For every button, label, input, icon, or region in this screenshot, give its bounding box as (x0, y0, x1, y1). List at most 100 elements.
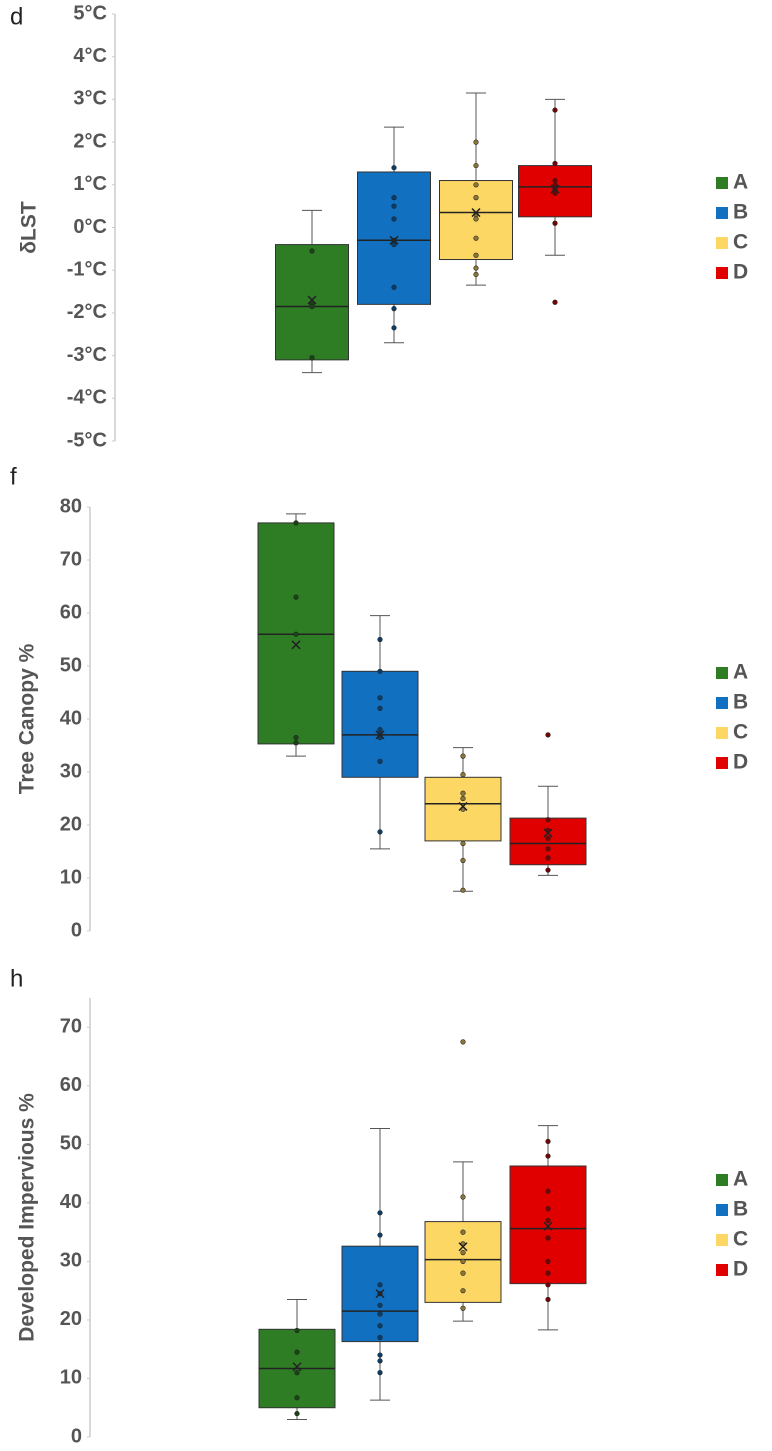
data-point (377, 695, 383, 701)
y-tick-label: 20 (60, 1308, 82, 1330)
legend-swatch (716, 267, 728, 279)
data-point (460, 1039, 466, 1045)
legend-label: D (733, 1258, 748, 1281)
y-tick-label: -3°C (67, 344, 107, 366)
data-point (391, 195, 397, 201)
legend-swatch (716, 177, 728, 189)
legend-label: C (733, 1228, 748, 1251)
legend-swatch (716, 727, 728, 739)
data-point (377, 1323, 383, 1329)
data-point (545, 732, 551, 738)
data-point (377, 726, 383, 733)
legend-label: A (733, 661, 748, 684)
data-point (473, 182, 479, 188)
data-point (552, 160, 558, 167)
legend-label: C (733, 231, 748, 254)
mean-marker (375, 730, 385, 740)
legend-swatch (716, 667, 728, 679)
mean-marker (471, 208, 481, 218)
data-point (460, 753, 466, 759)
y-tick-label: 5°C (73, 2, 107, 24)
data-point (460, 840, 466, 847)
data-point (391, 165, 397, 171)
data-point (545, 1258, 551, 1264)
legend-swatch (716, 237, 728, 249)
data-point (391, 306, 397, 312)
data-point (552, 177, 558, 184)
y-tick-label: 40 (60, 707, 82, 729)
y-tick-label: -5°C (67, 429, 107, 451)
data-point (473, 265, 479, 271)
legend-label: B (733, 691, 748, 714)
legend-label: B (733, 201, 748, 224)
y-tick-label: 0 (71, 1425, 82, 1447)
y-tick-label: 50 (60, 654, 82, 676)
legend-swatch (716, 1204, 728, 1216)
y-tick-label: -1°C (67, 258, 107, 280)
legend-label: C (733, 721, 748, 744)
legend-swatch (716, 697, 728, 709)
legend-swatch (716, 207, 728, 219)
data-point (545, 1296, 551, 1303)
data-point (294, 1349, 300, 1355)
data-point (377, 758, 383, 765)
panel-letter: f (10, 463, 17, 490)
data-point (294, 1410, 300, 1417)
y-tick-label: -2°C (67, 301, 107, 323)
legend-label: B (733, 1198, 748, 1221)
panel-letter: h (10, 965, 23, 992)
data-point (473, 216, 479, 222)
data-point (545, 1235, 551, 1241)
data-point (545, 1188, 551, 1194)
y-tick-label: 10 (60, 866, 82, 888)
y-tick-label: 10 (60, 1367, 82, 1389)
data-point (545, 835, 551, 841)
data-point (545, 1217, 551, 1224)
data-point (293, 631, 299, 637)
data-point (545, 1206, 551, 1212)
data-point (377, 1282, 383, 1288)
data-point (460, 1229, 466, 1235)
data-point (460, 795, 466, 802)
data-point (460, 1250, 466, 1256)
data-point (460, 1258, 466, 1264)
data-point (552, 220, 558, 226)
data-point (377, 668, 383, 674)
data-point (473, 139, 479, 145)
box (509, 1165, 587, 1285)
data-point (545, 1270, 551, 1276)
data-point (552, 107, 558, 113)
data-point (460, 857, 466, 864)
data-point (377, 1210, 383, 1216)
y-tick-label: 4°C (73, 45, 107, 67)
data-point (460, 1305, 466, 1311)
y-tick-label: 3°C (73, 88, 107, 110)
legend-label: D (733, 261, 748, 284)
mean-marker (458, 801, 468, 811)
data-point (391, 203, 397, 209)
data-point (460, 772, 466, 778)
data-point (377, 829, 383, 835)
data-point (545, 855, 551, 861)
data-point (552, 299, 558, 305)
data-point (293, 594, 299, 600)
data-point (294, 1395, 300, 1401)
data-point (309, 303, 315, 310)
y-axis-title: Developed Impervious % (16, 1093, 39, 1342)
legend-swatch (716, 757, 728, 769)
mean-marker (543, 828, 553, 838)
y-tick-label: 60 (60, 1074, 82, 1096)
data-point (460, 1194, 466, 1200)
data-point (460, 790, 466, 796)
y-tick-label: 0°C (73, 216, 107, 238)
data-point (309, 355, 315, 361)
data-point (473, 252, 479, 258)
data-point (473, 271, 479, 278)
mean-marker (550, 184, 560, 194)
box (357, 171, 431, 305)
data-point (293, 734, 299, 741)
data-point (377, 1334, 383, 1341)
data-point (377, 705, 383, 712)
y-tick-label: -4°C (67, 387, 107, 409)
y-tick-label: 20 (60, 813, 82, 835)
